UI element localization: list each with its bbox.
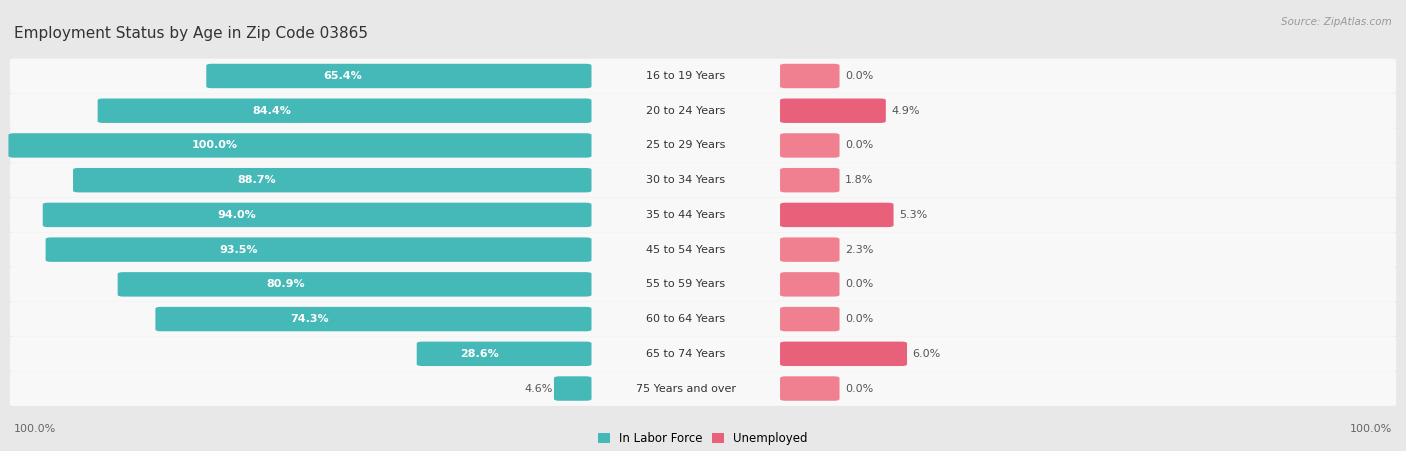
FancyBboxPatch shape [156, 307, 592, 331]
FancyBboxPatch shape [10, 59, 1396, 93]
Text: 94.0%: 94.0% [217, 210, 256, 220]
Text: 65 to 74 Years: 65 to 74 Years [647, 349, 725, 359]
FancyBboxPatch shape [207, 64, 592, 88]
Text: 84.4%: 84.4% [253, 106, 291, 116]
Text: Employment Status by Age in Zip Code 03865: Employment Status by Age in Zip Code 038… [14, 26, 368, 41]
Text: 75 Years and over: 75 Years and over [636, 383, 735, 394]
Text: 20 to 24 Years: 20 to 24 Years [647, 106, 725, 116]
FancyBboxPatch shape [780, 237, 839, 262]
Legend: In Labor Force, Unemployed: In Labor Force, Unemployed [598, 432, 808, 445]
Text: 16 to 19 Years: 16 to 19 Years [647, 71, 725, 81]
Text: Source: ZipAtlas.com: Source: ZipAtlas.com [1281, 17, 1392, 27]
FancyBboxPatch shape [780, 376, 839, 401]
Text: 100.0%: 100.0% [191, 140, 238, 151]
Text: 0.0%: 0.0% [845, 314, 873, 324]
FancyBboxPatch shape [554, 376, 592, 401]
FancyBboxPatch shape [780, 272, 839, 297]
FancyBboxPatch shape [10, 371, 1396, 406]
Text: 0.0%: 0.0% [845, 279, 873, 290]
FancyBboxPatch shape [10, 198, 1396, 232]
Text: 35 to 44 Years: 35 to 44 Years [647, 210, 725, 220]
FancyBboxPatch shape [118, 272, 592, 297]
FancyBboxPatch shape [780, 64, 839, 88]
Text: 1.8%: 1.8% [845, 175, 873, 185]
Text: 93.5%: 93.5% [219, 244, 257, 255]
FancyBboxPatch shape [780, 202, 894, 227]
FancyBboxPatch shape [97, 98, 592, 123]
FancyBboxPatch shape [780, 98, 886, 123]
Text: 0.0%: 0.0% [845, 140, 873, 151]
Text: 80.9%: 80.9% [266, 279, 305, 290]
FancyBboxPatch shape [10, 336, 1396, 371]
Text: 0.0%: 0.0% [845, 383, 873, 394]
FancyBboxPatch shape [780, 168, 839, 193]
Text: 55 to 59 Years: 55 to 59 Years [647, 279, 725, 290]
FancyBboxPatch shape [10, 93, 1396, 128]
FancyBboxPatch shape [42, 202, 592, 227]
Text: 25 to 29 Years: 25 to 29 Years [647, 140, 725, 151]
Text: 4.6%: 4.6% [524, 383, 553, 394]
Text: 2.3%: 2.3% [845, 244, 873, 255]
FancyBboxPatch shape [780, 341, 907, 366]
Text: 6.0%: 6.0% [912, 349, 941, 359]
FancyBboxPatch shape [780, 307, 839, 331]
Text: 65.4%: 65.4% [323, 71, 363, 81]
Text: 5.3%: 5.3% [900, 210, 928, 220]
FancyBboxPatch shape [10, 302, 1396, 336]
Text: 100.0%: 100.0% [1350, 424, 1392, 434]
Text: 4.9%: 4.9% [891, 106, 920, 116]
Text: 28.6%: 28.6% [460, 349, 499, 359]
Text: 100.0%: 100.0% [14, 424, 56, 434]
Text: 88.7%: 88.7% [236, 175, 276, 185]
FancyBboxPatch shape [8, 133, 592, 158]
Text: 45 to 54 Years: 45 to 54 Years [647, 244, 725, 255]
FancyBboxPatch shape [10, 267, 1396, 302]
FancyBboxPatch shape [416, 341, 592, 366]
Text: 30 to 34 Years: 30 to 34 Years [647, 175, 725, 185]
Text: 74.3%: 74.3% [291, 314, 329, 324]
FancyBboxPatch shape [10, 128, 1396, 163]
Text: 60 to 64 Years: 60 to 64 Years [647, 314, 725, 324]
FancyBboxPatch shape [780, 133, 839, 158]
FancyBboxPatch shape [10, 163, 1396, 198]
FancyBboxPatch shape [45, 237, 592, 262]
Text: 0.0%: 0.0% [845, 71, 873, 81]
FancyBboxPatch shape [73, 168, 592, 193]
FancyBboxPatch shape [10, 232, 1396, 267]
